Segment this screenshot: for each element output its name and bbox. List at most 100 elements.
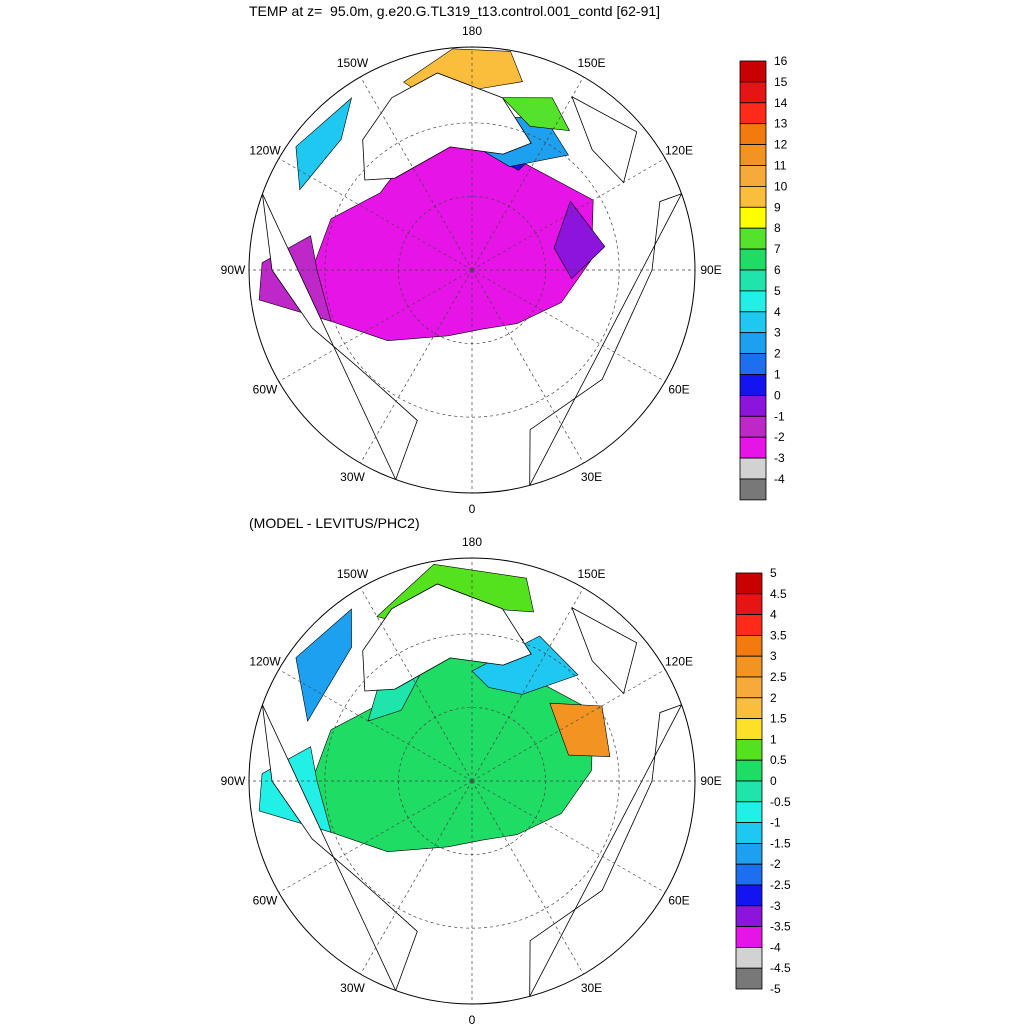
colorbar-swatch xyxy=(739,478,767,501)
colorbar-swatch xyxy=(735,843,763,865)
longitude-label: 120W xyxy=(249,144,281,158)
latitude-circle xyxy=(324,122,620,418)
longitude-label: 150E xyxy=(577,56,605,70)
longitude-label: 90W xyxy=(221,263,246,277)
colorbar-swatch xyxy=(739,81,767,104)
map-border xyxy=(248,557,696,1005)
colorbar-swatch xyxy=(735,905,763,927)
colorbar-swatch xyxy=(739,144,767,166)
meridian-line xyxy=(471,669,666,782)
longitude-label: 30E xyxy=(581,981,602,995)
colorbar-swatch xyxy=(739,227,767,250)
map-panel-difference: 180 150E 120E 90E 60E 30E 0 30W 60W 90W 120W 150W xyxy=(221,535,722,1024)
colorbar-swatch xyxy=(739,123,767,145)
colorbar-swatch xyxy=(739,457,767,480)
longitude-label: 120W xyxy=(249,655,281,669)
colorbar-swatch xyxy=(739,353,767,375)
colorbar-swatch xyxy=(735,655,763,678)
latitude-circle xyxy=(398,196,546,344)
colorbar-tick-label: 1.5 xyxy=(770,712,787,726)
colorbar-tick-label: 2 xyxy=(774,347,781,361)
labrador-sea-field xyxy=(295,97,353,191)
meridian-line xyxy=(471,76,584,271)
longitude-label: 120E xyxy=(665,655,693,669)
colorbar-tick-label: -0.5 xyxy=(770,795,791,809)
colorbar-tick-label: -2 xyxy=(770,857,781,871)
longitude-label: 150E xyxy=(577,567,605,581)
map-body xyxy=(249,47,695,493)
colorbar-tick-label: 6 xyxy=(774,263,781,277)
colorbar-tick-label: -4.5 xyxy=(770,961,791,975)
colorbar-tick-label: 4 xyxy=(774,305,781,319)
meridian-line xyxy=(278,269,473,382)
colorbar-tick-label: 4 xyxy=(770,608,777,622)
colorbar-tick-label: -2.5 xyxy=(770,878,791,892)
meridian-line xyxy=(360,780,473,975)
colorbar-swatch xyxy=(735,884,763,907)
meridian-line xyxy=(471,780,584,975)
colorbar-swatch xyxy=(735,822,763,844)
colorbar-tick-label: 15 xyxy=(774,75,788,89)
longitude-label: 0 xyxy=(469,1013,476,1024)
colorbar-swatch xyxy=(739,394,767,417)
colorbar-swatch xyxy=(735,801,763,823)
longitude-label: 60W xyxy=(253,383,278,397)
longitude-label: 150W xyxy=(337,567,369,581)
colorbar-tick-label: 8 xyxy=(774,221,781,235)
colorbar-tick-label: 2.5 xyxy=(770,670,787,684)
colorbar-swatch xyxy=(735,635,763,657)
colorbar-difference: 5 4.5 4 3.5 3 2.5 2 1.5 1 0.5 0 -0.5 -1 -1.5 -2 -2.5 -3 -… xyxy=(735,566,791,996)
colorbar-tick-label: 7 xyxy=(774,242,781,256)
meridian-line xyxy=(471,780,666,893)
meridian-line xyxy=(360,587,473,782)
colorbar-swatch xyxy=(739,185,767,208)
colorbar-tick-label: 2 xyxy=(770,691,777,705)
plot-title-bottom: (MODEL - LEVITUS/PHC2) xyxy=(249,515,420,531)
colorbar-tick-label: 13 xyxy=(774,117,788,131)
colorbar-tick-label: -3 xyxy=(774,451,785,465)
meridian-line xyxy=(278,669,473,782)
graticule xyxy=(249,47,695,493)
colorbar-tick-label: -4 xyxy=(774,472,785,486)
longitude-label: 30W xyxy=(340,470,365,484)
longitude-label: 180 xyxy=(462,535,482,549)
longitude-label: 90E xyxy=(700,774,721,788)
meridian-line xyxy=(278,158,473,271)
colorbar-tick-label: 0 xyxy=(774,388,781,402)
colorbar-tick-label: -2 xyxy=(774,430,785,444)
longitude-label: 60E xyxy=(668,383,689,397)
meridian-line xyxy=(471,587,584,782)
meridian-line xyxy=(471,269,666,382)
colorbar-swatch xyxy=(735,614,763,636)
longitude-label: 180 xyxy=(462,24,482,38)
latitude-circle xyxy=(324,633,620,929)
longitude-label: 0 xyxy=(469,502,476,516)
colorbar-swatch xyxy=(739,436,767,459)
labrador-sea-field xyxy=(295,608,352,722)
longitude-label: 90W xyxy=(221,774,246,788)
longitude-label: 30E xyxy=(581,470,602,484)
colorbar-swatch xyxy=(739,60,767,83)
longitude-label: 120E xyxy=(665,144,693,158)
colorbar-swatch xyxy=(735,739,763,761)
meridian-line xyxy=(360,269,473,464)
colorbar-tick-label: 0 xyxy=(770,774,777,788)
colorbar-swatch xyxy=(739,290,767,313)
colorbar-swatch xyxy=(735,676,763,699)
colorbar-swatch xyxy=(739,102,767,125)
colorbar-tick-label: -1.5 xyxy=(770,836,791,850)
colorbar-swatch xyxy=(735,926,763,948)
colorbar-tick-label: 3.5 xyxy=(770,628,787,642)
colorbar-swatch xyxy=(735,572,763,595)
plot-title-top: TEMP at z= 95.0m, g.e20.G.TL319_t13.cont… xyxy=(249,3,661,19)
colorbar-tick-label: 10 xyxy=(774,179,788,193)
map-border xyxy=(248,46,696,494)
meridian-line xyxy=(360,76,473,271)
colorbar-swatch xyxy=(739,332,767,355)
colorbar-tick-label: -5 xyxy=(770,982,781,996)
nordic-seas-field xyxy=(471,635,579,695)
colorbar-swatch xyxy=(739,311,767,334)
colorbar-swatch xyxy=(739,374,767,396)
colorbar-tick-label: 1 xyxy=(774,368,781,382)
